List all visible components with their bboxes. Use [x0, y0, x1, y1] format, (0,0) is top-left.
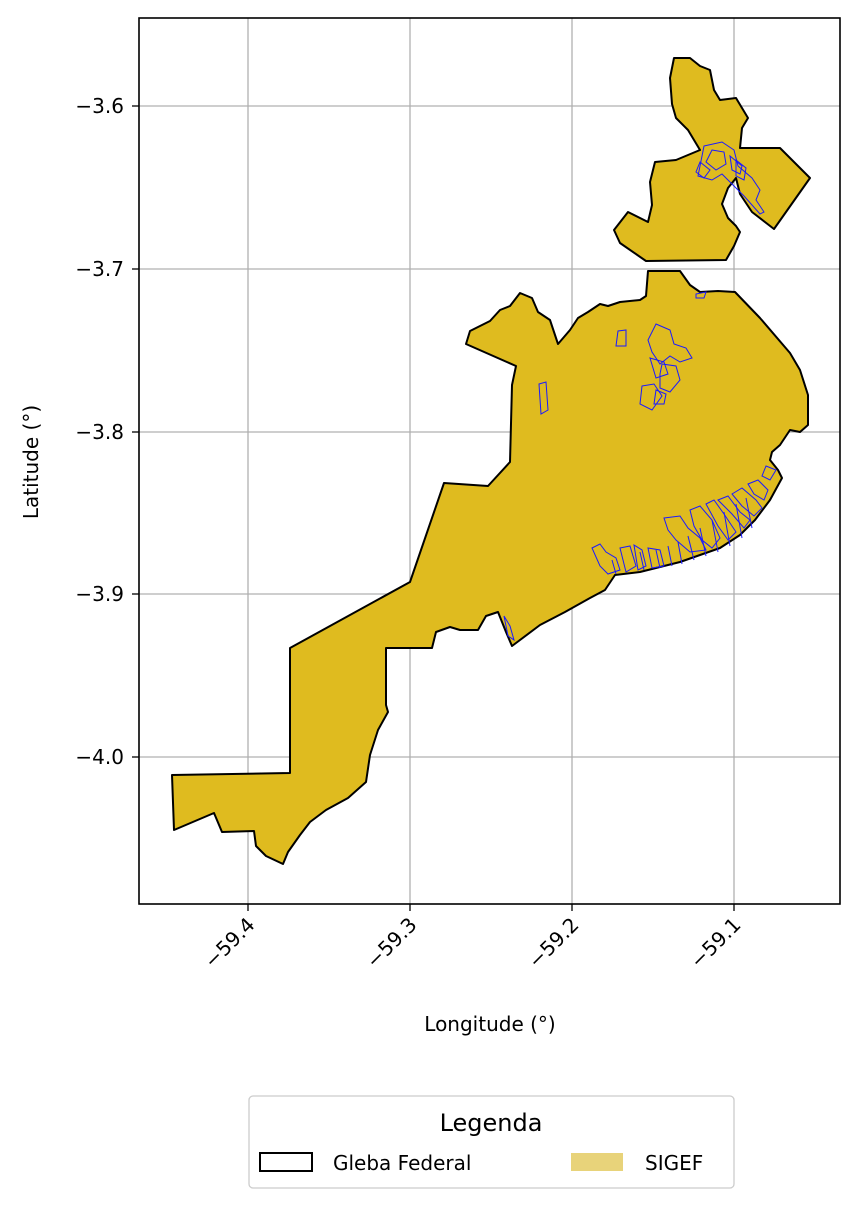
x-tick-label: −59.3: [361, 913, 421, 973]
legend-swatch-gleba-federal: [259, 1152, 313, 1172]
y-tick-label: −3.9: [75, 582, 124, 606]
legend-label-sigef: SIGEF: [645, 1151, 703, 1175]
legend-label-gleba-federal: Gleba Federal: [333, 1151, 471, 1175]
y-tick-label: −4.0: [75, 745, 124, 769]
x-tick-label: −59.4: [199, 913, 259, 973]
legend-title: Legenda: [440, 1109, 543, 1137]
y-tick-label: −3.6: [75, 94, 124, 118]
gleba-federal-polygon-northeast: [613, 57, 811, 262]
y-tick-label: −3.8: [75, 420, 124, 444]
legend: Legenda Gleba Federal SIGEF: [248, 1095, 735, 1189]
y-tick-label: −3.7: [75, 257, 124, 281]
sigef-parcels: [503, 141, 777, 642]
axes-frame: [138, 17, 841, 905]
x-tick-label: −59.2: [523, 913, 583, 973]
y-axis-label: Latitude (°): [19, 405, 43, 519]
x-axis-label: Longitude (°): [424, 1012, 555, 1036]
gleba-federal-polygon-main: [171, 270, 809, 865]
legend-swatch-sigef: [571, 1153, 623, 1171]
x-tick-label: −59.1: [685, 913, 745, 973]
tick-marks: [132, 105, 735, 911]
